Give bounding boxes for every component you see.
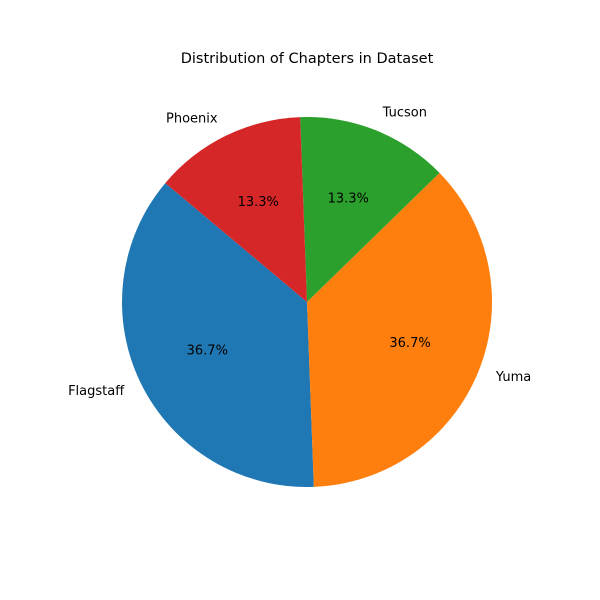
- slice-percent-phoenix: 13.3%: [238, 195, 279, 210]
- pie-slice-flagstaff: [121, 183, 314, 488]
- slice-label-flagstaff: Flagstaff: [68, 384, 125, 399]
- pie-slice-tucson: [300, 116, 440, 302]
- pie-slice-yuma: [307, 172, 492, 487]
- slice-label-phoenix: Phoenix: [166, 112, 218, 127]
- slice-label-yuma: Yuma: [495, 370, 531, 385]
- slice-label-tucson: Tucson: [382, 106, 427, 121]
- pie-slices: [121, 116, 492, 488]
- slice-percent-tucson: 13.3%: [328, 191, 369, 206]
- slice-percent-flagstaff: 36.7%: [187, 343, 228, 358]
- slice-percent-yuma: 36.7%: [389, 336, 430, 351]
- chart-title: Distribution of Chapters in Dataset: [181, 51, 434, 67]
- pie-labels: Flagstaff 36.7% Yuma 36.7% Tucson 13.3% Phoeni…: [68, 106, 531, 399]
- pie-slice-phoenix: [165, 117, 307, 303]
